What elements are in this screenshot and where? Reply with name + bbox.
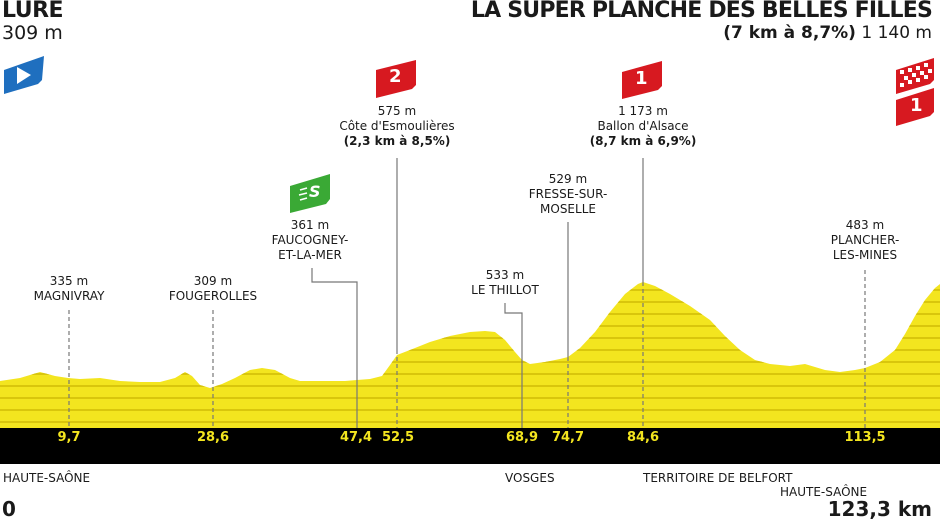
finish-cat-number: 1 bbox=[910, 95, 923, 116]
waypoint-fresse: 529 m FRESSE-SUR- MOSELLE bbox=[528, 172, 608, 216]
sprint-letter: S bbox=[309, 182, 321, 201]
region-territoire-de-belfort: TERRITOIRE DE BELFORT bbox=[643, 471, 793, 485]
kom-cat2-icon bbox=[376, 60, 416, 98]
start-town: LURE bbox=[2, 0, 64, 23]
km-mark: 68,9 bbox=[505, 430, 539, 445]
sprint-icon bbox=[290, 174, 330, 213]
region-haute-saone-2: HAUTE-SAÔNE bbox=[780, 485, 868, 499]
start-flag-icon bbox=[4, 56, 44, 94]
km-mark: 84,6 bbox=[626, 430, 660, 445]
km-mark: 47,4 bbox=[339, 430, 373, 445]
region-vosges: VOSGES bbox=[505, 471, 555, 485]
waypoint-fougerolles: 309 m FOUGEROLLES bbox=[168, 274, 258, 303]
kom-cat2-number: 2 bbox=[389, 66, 402, 87]
waypoint-plancher: 483 m PLANCHER- LES-MINES bbox=[830, 218, 900, 262]
kom-cat1-number: 1 bbox=[635, 68, 648, 89]
waypoint-le-thillot: 533 m LE THILLOT bbox=[471, 268, 539, 297]
kom-cat1-icon bbox=[622, 61, 662, 99]
profile-fill bbox=[0, 282, 940, 428]
waypoint-magnivray: 335 m MAGNIVRAY bbox=[33, 274, 105, 303]
km-mark: 113,5 bbox=[844, 430, 886, 445]
finish-climb: (7 km à 8,7%) bbox=[723, 23, 856, 43]
finish-altitude: 1 140 m bbox=[861, 23, 932, 43]
km-mark: 9,7 bbox=[57, 430, 81, 445]
finish-flag-icon bbox=[896, 58, 934, 126]
waypoint-esmoulieres: 575 m Côte d'Esmoulières (2,3 km à 8,5%) bbox=[339, 104, 455, 148]
km-mark: 52,5 bbox=[381, 430, 415, 445]
finish-info: (7 km à 8,7%) 1 140 m bbox=[723, 23, 932, 43]
finish-kom-cat1-icon bbox=[896, 88, 934, 126]
km-bar bbox=[0, 428, 940, 464]
km-mark: 28,6 bbox=[196, 430, 230, 445]
km-end: 123,3 km bbox=[827, 497, 932, 521]
km-mark: 74,7 bbox=[551, 430, 585, 445]
waypoint-ballon: 1 173 m Ballon d'Alsace (8,7 km à 6,9%) bbox=[589, 104, 697, 148]
finish-town: LA SUPER PLANCHE DES BELLES FILLES bbox=[470, 0, 933, 23]
region-haute-saone-1: HAUTE-SAÔNE bbox=[3, 471, 91, 485]
start-altitude: 309 m bbox=[2, 22, 63, 44]
waypoint-faucogney: 361 m FAUCOGNEY- ET-LA-MER bbox=[271, 218, 349, 262]
km-start: 0 bbox=[2, 497, 16, 521]
